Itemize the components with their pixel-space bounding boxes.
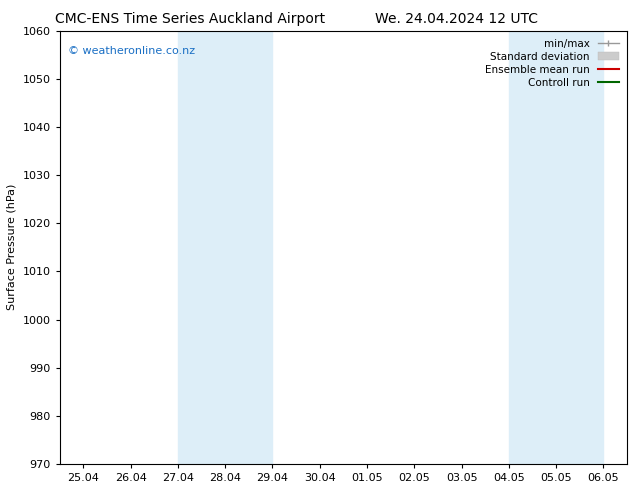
Text: © weatheronline.co.nz: © weatheronline.co.nz xyxy=(68,46,195,56)
Text: CMC-ENS Time Series Auckland Airport: CMC-ENS Time Series Auckland Airport xyxy=(55,12,325,26)
Legend: min/max, Standard deviation, Ensemble mean run, Controll run: min/max, Standard deviation, Ensemble me… xyxy=(482,36,622,91)
Y-axis label: Surface Pressure (hPa): Surface Pressure (hPa) xyxy=(7,184,17,311)
Bar xyxy=(509,30,604,464)
Text: We. 24.04.2024 12 UTC: We. 24.04.2024 12 UTC xyxy=(375,12,538,26)
Bar xyxy=(178,30,273,464)
